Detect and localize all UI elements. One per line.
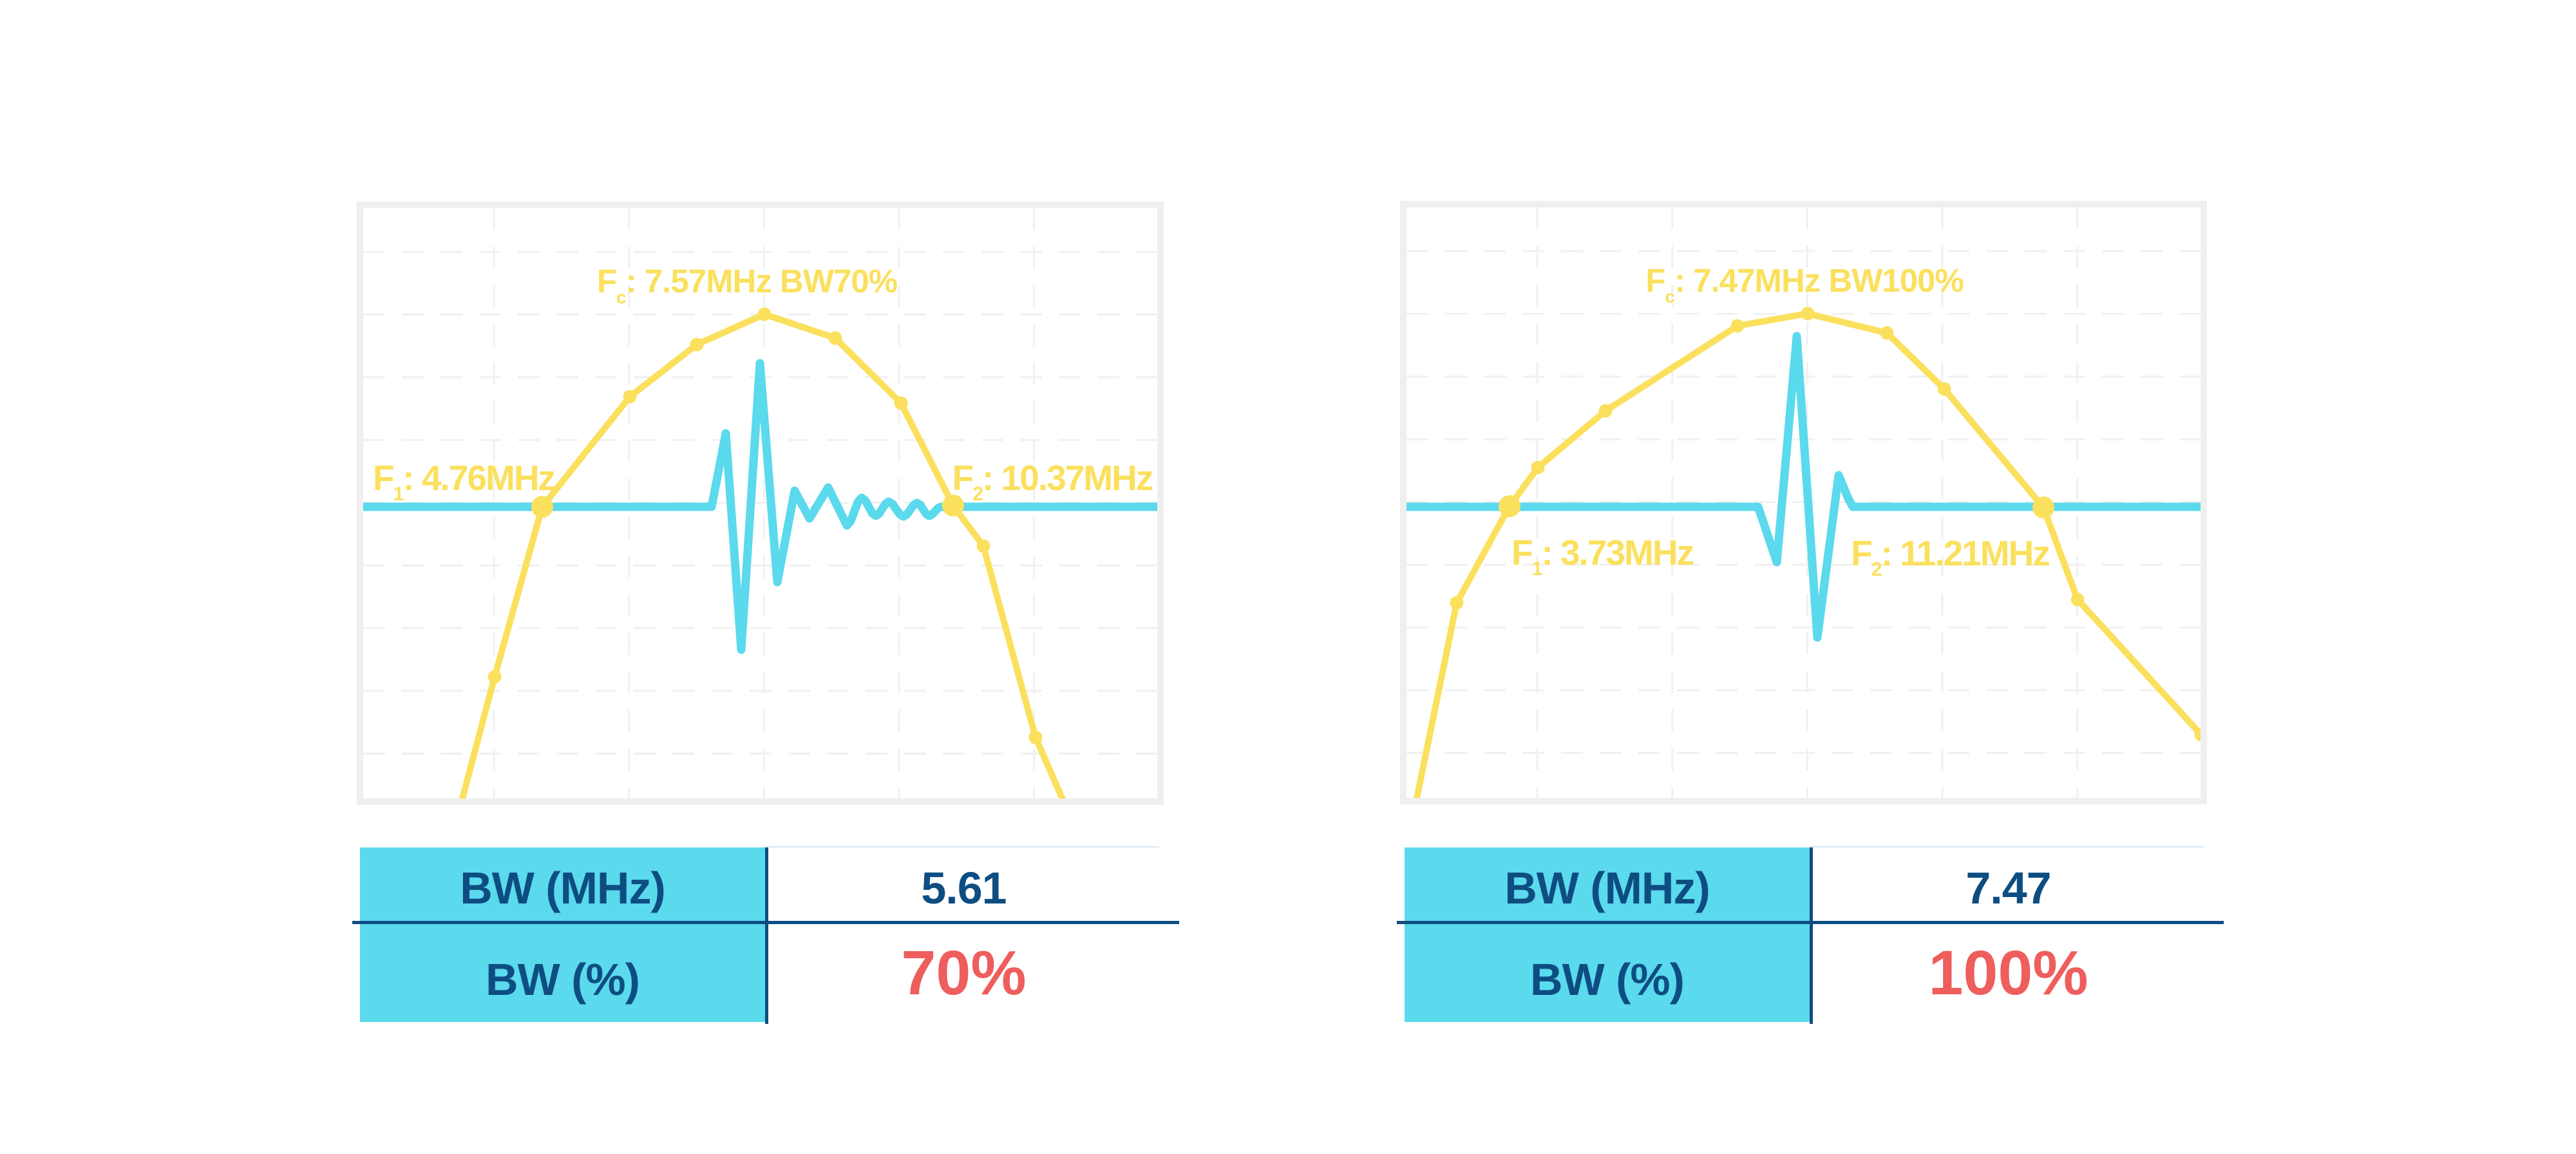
chart-bandwidth-70: Fc: 7.57MHz BW70% F1: 4.76MHz F2: 10.37MHz <box>357 202 1164 806</box>
frequency-spectrum-crossing-point <box>531 496 553 518</box>
table-column-divider <box>1810 847 1813 1024</box>
frequency-spectrum-point <box>1028 730 1043 744</box>
frequency-spectrum-point <box>690 337 704 352</box>
pulse-echo-waveform-line <box>363 359 1157 654</box>
f2-label: F2: 11.21MHz <box>1851 533 2049 580</box>
f1-label: F1: 3.73MHz <box>1511 533 1694 580</box>
plot-bandwidth-100: Fc: 7.47MHz BW100% F1: 3.73MHz F2: 11.21MH… <box>1400 201 2207 804</box>
table-column-divider <box>765 847 768 1024</box>
frequency-spectrum-point <box>976 539 990 553</box>
frequency-spectrum-point <box>1450 596 1464 610</box>
bw-pct-value: 70% <box>901 937 1027 1008</box>
frequency-spectrum-point <box>2070 592 2085 607</box>
frequency-spectrum-crossing-point <box>2032 497 2054 518</box>
bw-mhz-label: BW (MHz) <box>1504 862 1710 913</box>
plot-bandwidth-70: Fc: 7.57MHz BW70% F1: 4.76MHz F2: 10.37MHz <box>357 202 1164 805</box>
table-row-divider <box>352 920 1179 924</box>
frequency-spectrum-point <box>2194 728 2201 742</box>
frequency-spectrum-line <box>1413 310 2201 798</box>
bw-pct-value: 100% <box>1928 937 2088 1008</box>
frequency-spectrum-line <box>459 311 1066 799</box>
frequency-spectrum-crossing-point <box>942 495 964 516</box>
frequency-spectrum-point <box>1598 404 1613 418</box>
frequency-spectrum-point <box>1531 460 1545 475</box>
frequency-spectrum-point <box>828 331 842 345</box>
bw-mhz-label: BW (MHz) <box>460 862 666 913</box>
table-value-top-border <box>1810 846 2204 847</box>
frequency-spectrum-point <box>623 390 637 404</box>
table-label-column <box>1405 847 1810 1022</box>
fc-label: Fc: 7.47MHz BW100% <box>1645 262 1964 307</box>
bw-pct-label: BW (%) <box>486 954 640 1005</box>
table-label-column <box>360 847 765 1022</box>
table-value-top-border <box>765 846 1159 847</box>
fc-label: Fc: 7.57MHz BW70% <box>597 263 897 307</box>
bw-mhz-value: 7.47 <box>1965 862 2051 913</box>
frequency-spectrum-point <box>1801 307 1815 321</box>
bw-mhz-value: 5.61 <box>921 862 1007 913</box>
f2-label: F2: 10.37MHz <box>952 458 1153 505</box>
pulse-echo-waveform-line <box>1406 332 2201 642</box>
bw-pct-label: BW (%) <box>1530 954 1685 1005</box>
table-row-divider <box>1397 920 2224 924</box>
frequency-spectrum-point <box>1730 319 1745 333</box>
frequency-spectrum-point <box>1937 382 1951 396</box>
frequency-spectrum-crossing-point <box>1499 495 1520 517</box>
f1-label: F1: 4.76MHz <box>373 458 555 505</box>
frequency-spectrum-point <box>757 307 772 321</box>
frequency-spectrum-point <box>1880 326 1894 340</box>
chart-bandwidth-100: Fc: 7.47MHz BW100% F1: 3.73MHz F2: 11.21MH… <box>1400 201 2207 805</box>
frequency-spectrum-point <box>894 396 908 410</box>
frequency-spectrum-point <box>488 670 502 684</box>
